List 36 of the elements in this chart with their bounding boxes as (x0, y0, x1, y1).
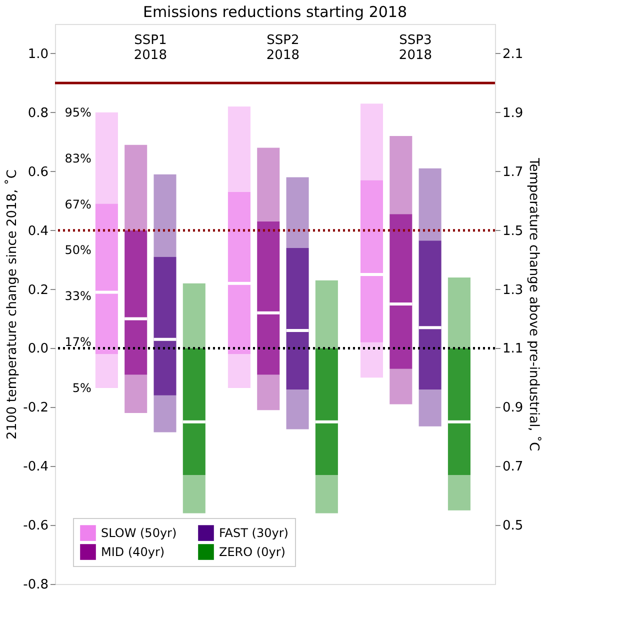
y-tick-label: 0.4 (28, 224, 48, 239)
annotation: 95% (64, 105, 92, 120)
y-tick-label: -0.2 (23, 400, 48, 416)
y-tick-label: 0.0 (28, 342, 48, 357)
x-tick-label: SSP3 2018 (398, 33, 432, 63)
y-tick-label: 0.6 (28, 164, 48, 180)
y-tick-label: -0.4 (23, 460, 48, 475)
y-tick-label: -0.8 (23, 578, 48, 592)
legend-label: MID (40yr) (101, 545, 165, 559)
annotation: 50% (64, 243, 92, 258)
y-tick-label: 1.0 (28, 46, 48, 62)
y2-tick-label: 0.5 (502, 518, 524, 534)
y2-tick-label: 0.9 (502, 400, 524, 416)
y-tick-label: 0.2 (28, 282, 48, 298)
annotation: 17% (64, 335, 92, 350)
y2-tick-label: 1.5 (502, 224, 524, 239)
annotation: 83% (64, 151, 92, 166)
annotation: 67% (64, 197, 92, 212)
x-tick-label: SSP1 2018 (134, 33, 167, 63)
legend-label: FAST (30yr) (219, 526, 288, 540)
legend-label: ZERO (0yr) (219, 545, 286, 559)
y2-tick-label: 1.1 (502, 342, 524, 357)
annotation: 33% (64, 289, 92, 304)
y2-tick-label: 1.9 (502, 106, 524, 121)
y2-tick-label: 2.1 (502, 46, 524, 62)
y2-tick-label: 1.3 (502, 282, 524, 298)
y-tick-label: -0.6 (23, 518, 48, 534)
x-tick-label: SSP2 2018 (266, 33, 300, 63)
y-axis-title: 2100 temperature change since 2018, ˚C (4, 170, 20, 440)
y2-tick-label: 1.7 (502, 164, 524, 180)
chart-title: Emissions reductions starting 2018 (142, 3, 408, 21)
annotation: 5% (72, 381, 92, 395)
y-tick-label: 0.8 (28, 106, 48, 121)
legend-label: SLOW (50yr) (101, 526, 177, 540)
y2-axis-title: Temperature change above pre-industrial, ˚C (526, 156, 542, 452)
y2-tick-label: 0.7 (502, 460, 524, 475)
